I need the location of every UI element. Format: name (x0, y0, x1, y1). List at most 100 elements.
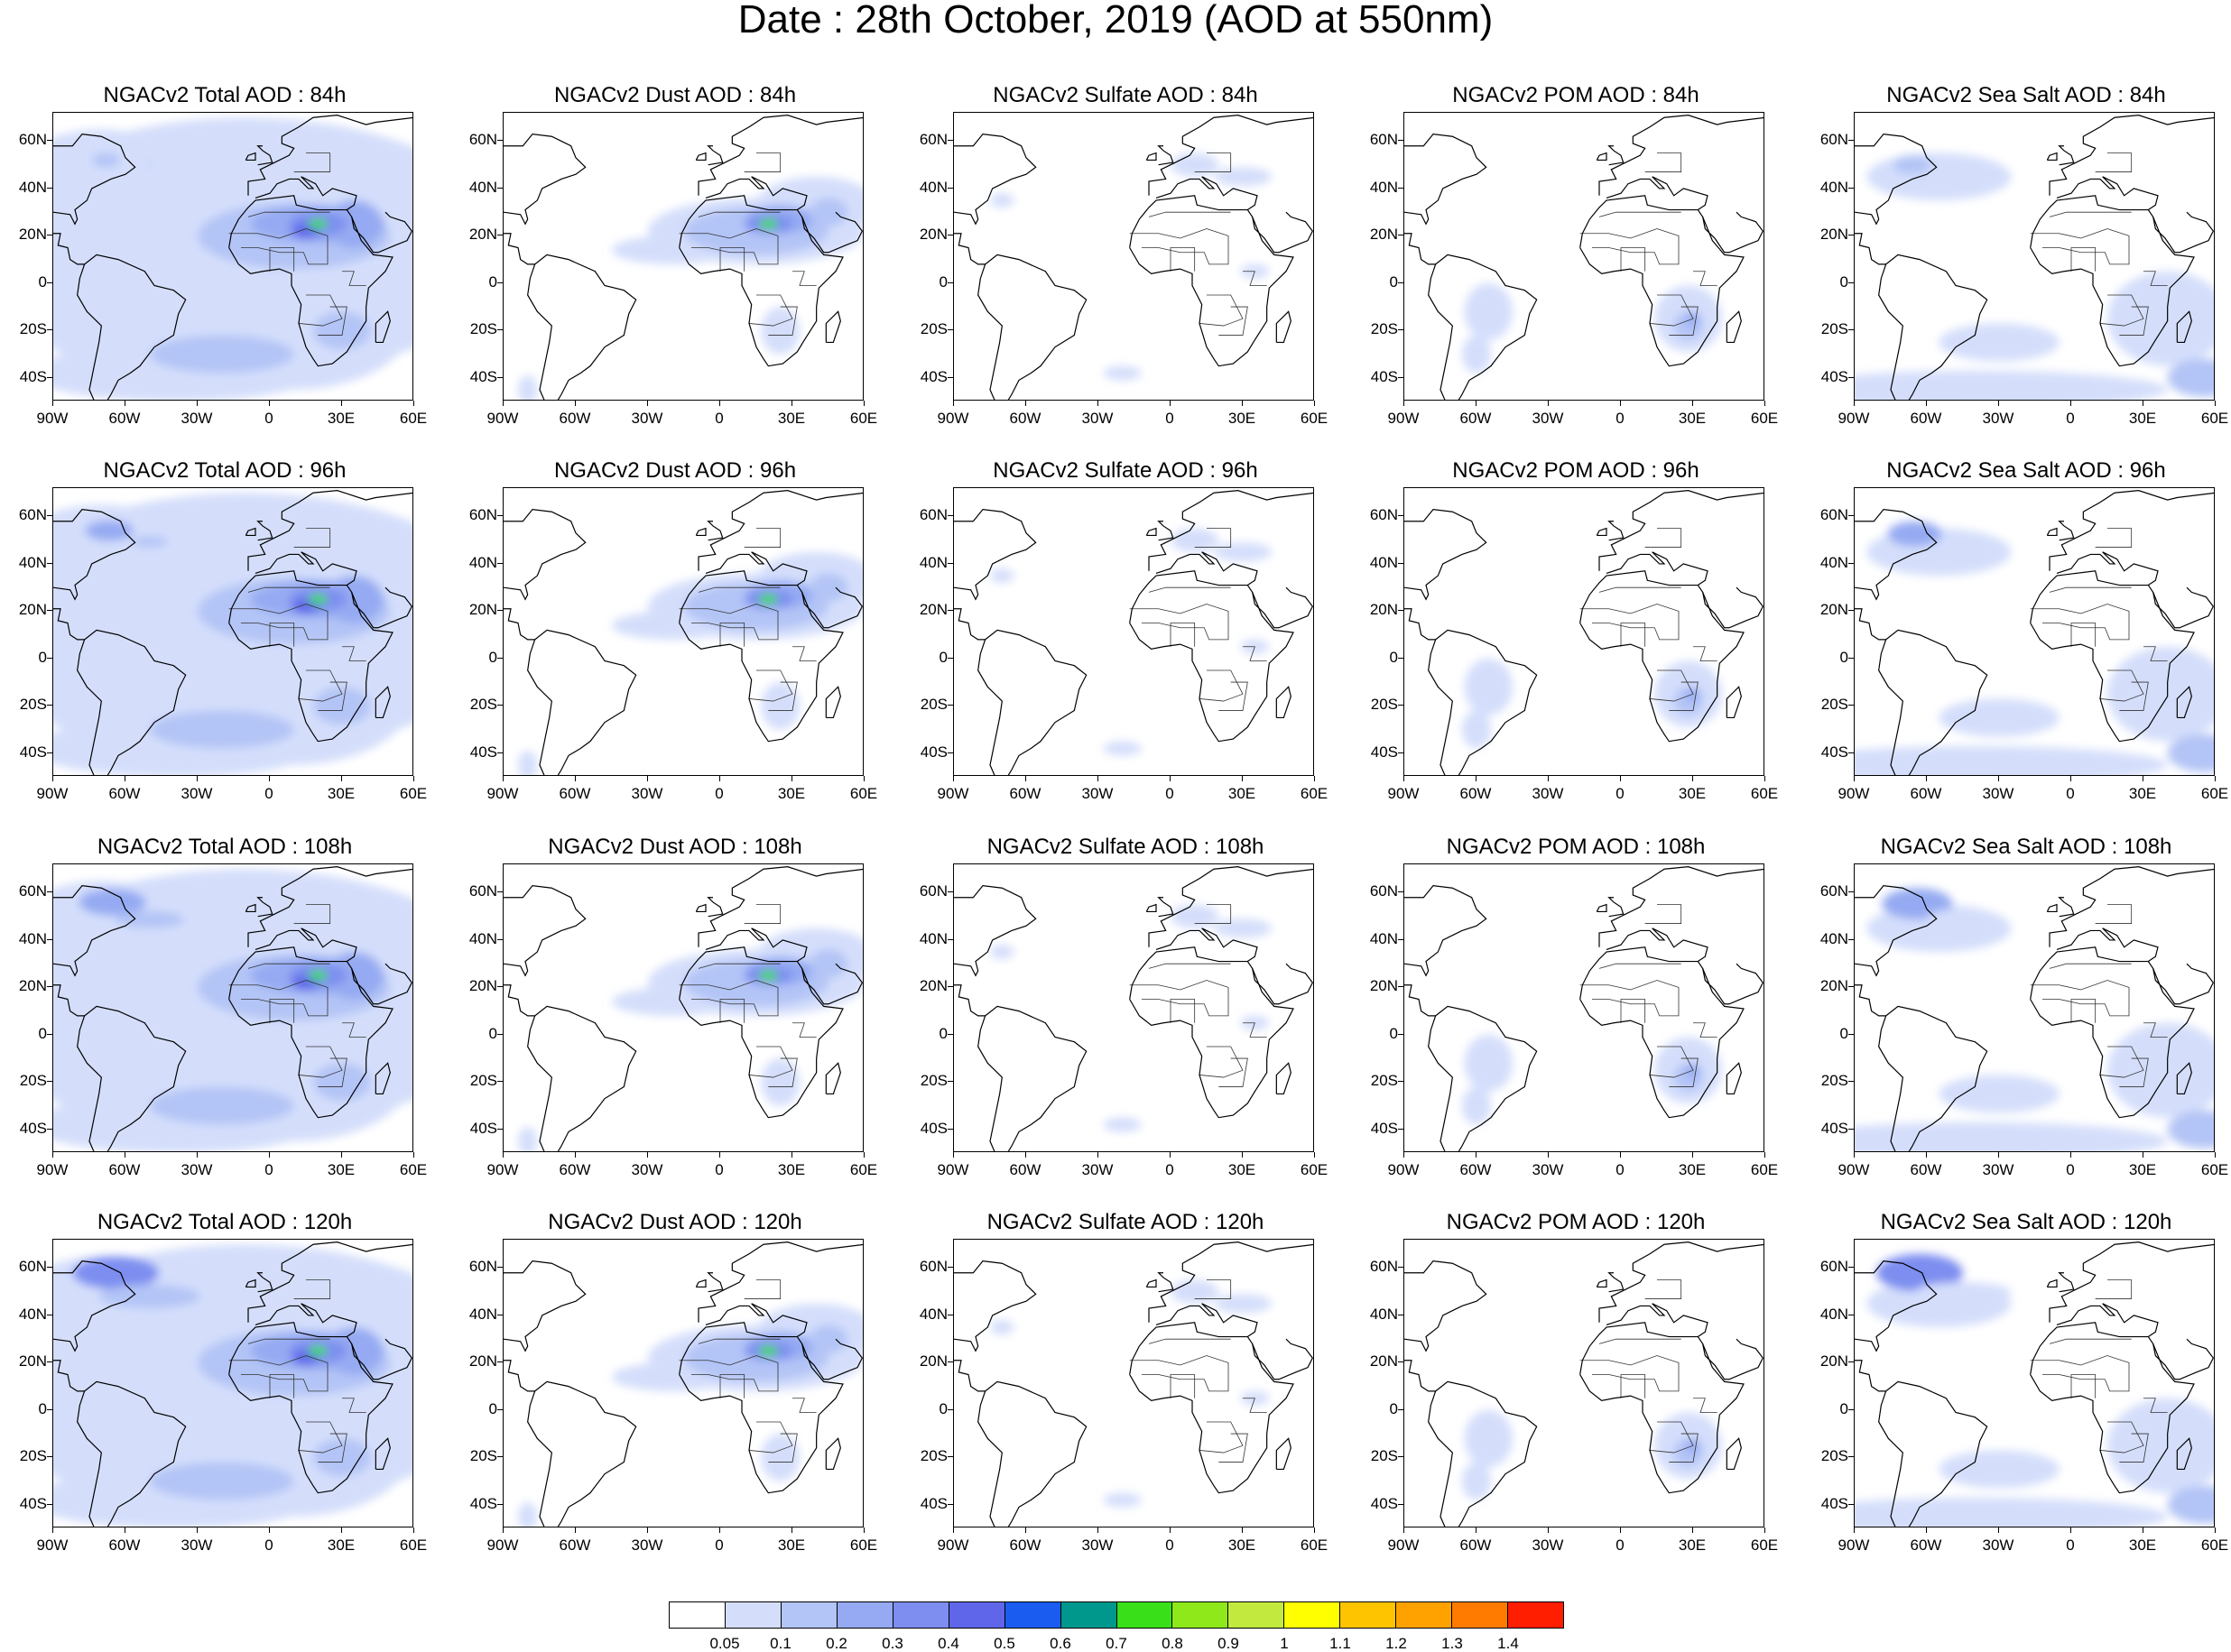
lat-tick-label: 20S (469, 1447, 497, 1465)
lon-tick (1242, 776, 1243, 781)
colorbar-label: 0.4 (938, 1635, 959, 1652)
colorbar-label: 0.05 (709, 1635, 740, 1652)
coastline (228, 195, 393, 367)
coastline (527, 1380, 637, 1527)
lat-tick-label: 40N (1369, 1305, 1398, 1323)
lon-tick (1025, 776, 1026, 781)
lat-tick (1848, 140, 1854, 142)
map-panel: NGACv2 Sulfate AOD : 84h 60N 40N 20N 0 20S 40S… (901, 83, 1350, 457)
lon-tick-label: 60E (2200, 1161, 2229, 1178)
lat-tick-label: 40N (18, 1305, 47, 1323)
lat-tick (497, 657, 503, 659)
lon-tick (2070, 1152, 2071, 1158)
country-border (2119, 681, 2149, 711)
country-border (1620, 247, 1646, 272)
lat-tick-label: 60N (1819, 882, 1848, 900)
lat-tick (1848, 1503, 1854, 1505)
lat-tick-label: 40N (919, 178, 948, 196)
map-panel: NGACv2 Dust AOD : 96h 60N 40N 20N 0 20S 40S 90W… (450, 458, 900, 833)
coastline (1726, 1437, 1742, 1471)
lat-tick-label: 20S (920, 320, 948, 338)
lat-tick-label: 40S (1370, 1494, 1398, 1512)
country-border (228, 228, 329, 265)
country-border (342, 271, 366, 286)
aod-plume (518, 751, 538, 775)
lat-tick-label: 20S (920, 696, 948, 714)
lat-tick-label: 20N (468, 977, 497, 995)
lon-tick (413, 776, 414, 781)
lat-tick-label: 20S (469, 1072, 497, 1090)
lat-tick (1398, 1408, 1403, 1410)
lat-tick-label: 0 (38, 1024, 47, 1042)
aod-plume (308, 219, 329, 229)
lat-tick (1848, 1267, 1854, 1269)
lon-tick (1097, 1527, 1098, 1533)
map-plot-area (1403, 487, 1764, 776)
lon-tick (953, 776, 954, 781)
lat-tick (948, 1128, 953, 1130)
lon-tick (269, 1527, 270, 1533)
panel-title: NGACv2 Total AOD : 108h (97, 835, 353, 859)
coastline (1404, 884, 1487, 977)
lon-tick-label: 90W (1838, 785, 1870, 802)
lat-tick (948, 610, 953, 612)
country-border (1598, 586, 1681, 593)
lat-tick (1398, 329, 1403, 331)
aod-plume (1103, 1492, 1142, 1508)
lon-tick-label: 60W (1910, 410, 1942, 427)
lon-tick-label: 90W (937, 1161, 969, 1178)
lon-tick-label: 30E (1227, 785, 1256, 802)
panel-title: NGACv2 Total AOD : 96h (103, 458, 347, 483)
coastline (245, 527, 256, 537)
lat-tick-label: 40N (468, 1305, 497, 1323)
coastline (256, 145, 273, 166)
country-border (2143, 271, 2168, 286)
coastline (1596, 527, 1607, 537)
lat-tick (1848, 562, 1854, 564)
lon-tick-label: 30W (1081, 410, 1114, 427)
country-border (1199, 669, 1244, 702)
coastline (2046, 903, 2058, 913)
map-plot-area (503, 863, 864, 1152)
lon-tick-label: 30E (1678, 785, 1707, 802)
lat-tick (948, 1503, 953, 1505)
aod-plume (761, 1434, 800, 1481)
lon-tick (52, 1527, 53, 1533)
lon-tick-label: 0 (2066, 410, 2075, 427)
country-border (247, 211, 330, 217)
lon-tick (1170, 401, 1171, 406)
coastline (1579, 195, 1745, 367)
lat-tick-label: 60N (468, 131, 497, 149)
lon-tick (647, 1152, 648, 1158)
lon-tick-label: 90W (1387, 1161, 1420, 1178)
lat-tick-label: 40S (19, 367, 47, 385)
coastline (1129, 1322, 1294, 1494)
lon-tick-label: 0 (1165, 785, 1174, 802)
aod-plume (1464, 282, 1513, 340)
coastline (1275, 1062, 1291, 1095)
lat-tick (47, 281, 52, 283)
aod-plume (758, 971, 778, 981)
lat-tick (47, 1267, 52, 1269)
aod-field (1404, 866, 1764, 1151)
lon-tick (2070, 401, 2071, 406)
lat-tick-label: 60N (18, 131, 47, 149)
panel-title: NGACv2 POM AOD : 120h (1446, 1210, 1706, 1234)
lon-tick (1998, 776, 1999, 781)
country-border (1170, 1374, 1196, 1398)
lon-tick (1314, 401, 1315, 406)
lat-tick (1848, 187, 1854, 189)
map-panel: NGACv2 POM AOD : 120h 60N 40N 20N 0 20S 40S 90W… (1351, 1210, 1801, 1584)
coastline (247, 866, 412, 947)
lon-tick (1242, 1527, 1243, 1533)
aod-plume (518, 375, 538, 400)
lat-tick (497, 329, 503, 331)
coastline (1145, 903, 1157, 913)
coastline (1404, 984, 1436, 1017)
lat-tick-label: 60N (468, 506, 497, 524)
aod-plume (209, 1256, 412, 1352)
panel-title: NGACv2 Dust AOD : 120h (548, 1210, 802, 1234)
coastline (77, 629, 187, 775)
lat-tick (948, 376, 953, 378)
aod-plume (147, 162, 153, 168)
